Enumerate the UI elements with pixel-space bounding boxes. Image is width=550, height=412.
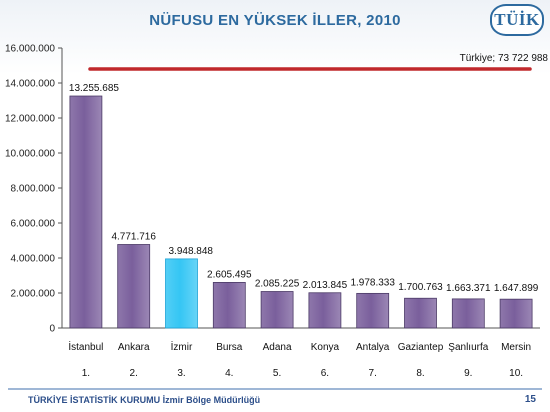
data-label: 13.255.685 — [69, 83, 119, 94]
bar-Şanlıurfa — [451, 298, 485, 329]
tuik-logo: TÜİK — [490, 4, 544, 36]
page-title: NÜFUSU EN YÜKSEK İLLER, 2010 — [149, 12, 401, 29]
bar-Mersin — [499, 298, 533, 329]
y-tick-label: 2.000.000 — [11, 289, 56, 300]
y-tick-label: 0 — [49, 324, 55, 335]
bar-Konya — [308, 292, 342, 329]
data-label: 2.085.225 — [255, 279, 300, 290]
category-label: Gaziantep — [398, 342, 444, 353]
footer: TÜRKİYE İSTATİSTİK KURUMU İzmir Bölge Mü… — [0, 388, 550, 412]
category-label: Ankara — [118, 342, 150, 353]
category-label: Şanlıurfa — [448, 342, 488, 353]
category-label: Konya — [311, 342, 340, 353]
category-label: Adana — [263, 342, 292, 353]
category-label: Bursa — [216, 342, 243, 353]
y-tick-label: 10.000.000 — [5, 149, 55, 160]
rank-label: 9. — [464, 368, 472, 379]
data-label: 1.700.763 — [398, 282, 443, 293]
bar-İzmir — [165, 258, 198, 329]
category-labels: İstanbul 1. Ankara 2. İzmir 3. Bursa 4. Adana 5. K… — [68, 340, 531, 379]
y-tick-label: 16.000.000 — [5, 44, 55, 55]
category-label: Mersin — [501, 342, 531, 353]
rank-label: 1. — [82, 368, 90, 379]
y-tick-label: 8.000.000 — [11, 184, 56, 195]
bar-Adana — [260, 291, 294, 329]
bars — [69, 95, 533, 329]
data-label: 1.978.333 — [350, 277, 395, 288]
footer-organization: TÜRKİYE İSTATİSTİK KURUMU İzmir Bölge Mü… — [28, 395, 261, 405]
bar-Ankara — [117, 244, 151, 329]
footer-divider — [8, 388, 542, 390]
rank-label: 6. — [321, 368, 329, 379]
y-tick-label: 14.000.000 — [5, 79, 55, 90]
rank-label: 8. — [416, 368, 424, 379]
rank-label: 3. — [177, 368, 185, 379]
rank-label: 7. — [369, 368, 377, 379]
category-label: Antalya — [356, 342, 390, 353]
data-labels: 13.255.6854.771.7163.948.8482.605.4952.0… — [69, 83, 539, 294]
bar-Gaziantep — [404, 297, 437, 329]
bar-Bursa — [212, 282, 246, 329]
y-tick-label: 6.000.000 — [11, 219, 56, 230]
data-label: 2.605.495 — [207, 269, 252, 280]
reference-line-label: Türkiye; 73 722 988 — [460, 53, 549, 64]
data-label: 1.663.371 — [446, 283, 491, 294]
data-label: 1.647.899 — [494, 283, 539, 294]
rank-label: 5. — [273, 368, 281, 379]
population-bar-chart: 0 2.000.000 4.000.000 6.000.000 8.000.000 10.… — [5, 44, 549, 380]
category-label: İstanbul — [68, 340, 103, 353]
data-label: 4.771.716 — [111, 231, 156, 242]
data-label: 2.013.845 — [303, 280, 348, 291]
rank-label: 4. — [225, 368, 233, 379]
bar-Antalya — [356, 292, 390, 329]
y-tick-label: 4.000.000 — [11, 254, 56, 265]
page-number: 15 — [524, 394, 536, 405]
reference-line-group: Türkiye; 73 722 988 — [88, 53, 549, 71]
logo-text: TÜİK — [494, 10, 540, 29]
bar-İstanbul — [69, 95, 103, 329]
rank-label: 10. — [509, 368, 523, 379]
y-tick-label: 12.000.000 — [5, 114, 55, 125]
data-label: 3.948.848 — [169, 246, 214, 257]
category-label: İzmir — [171, 340, 193, 353]
rank-label: 2. — [130, 368, 138, 379]
